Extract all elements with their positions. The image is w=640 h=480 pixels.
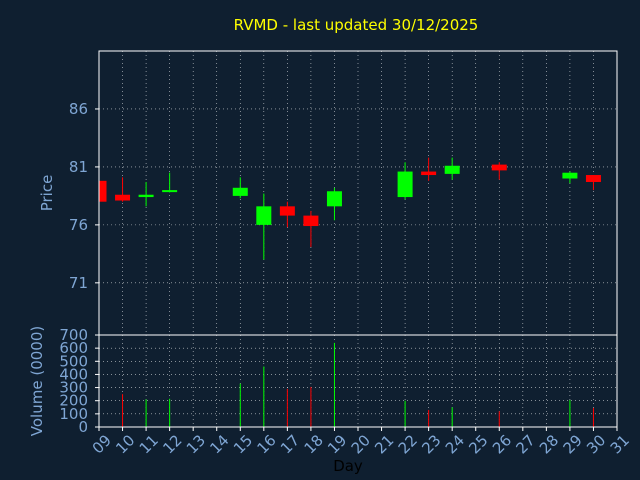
candle-body [397, 171, 413, 198]
price-candles [98, 157, 601, 260]
volume-tick-label: 100 [59, 405, 88, 423]
chart-title: RVMD - last updated 30/12/2025 [234, 16, 479, 34]
volume-bars [122, 342, 594, 427]
candle-body [256, 206, 272, 225]
day-axis-label: Day [333, 457, 363, 475]
price-y-ticks: 71 76 81 86 [69, 100, 99, 292]
volume-tick-label: 700 [59, 326, 88, 344]
volume-tick-label: 300 [59, 379, 88, 397]
candle-body [138, 194, 154, 198]
volume-tick-label: 400 [59, 365, 88, 383]
volume-axis-label: Volume (0000) [28, 326, 46, 436]
volume-tick-label: 200 [59, 392, 88, 410]
volume-tick-label: 500 [59, 352, 88, 370]
candle-body [99, 180, 107, 202]
volume-tick-label: 0 [78, 418, 88, 436]
candle-body [562, 172, 578, 179]
candle-body [279, 206, 295, 216]
price-tick-label: 71 [69, 274, 88, 292]
price-tick-label: 86 [69, 100, 88, 118]
candle-body [491, 164, 507, 171]
volume-tick-label: 600 [59, 339, 88, 357]
price-axis-label: Price [38, 175, 56, 212]
price-grid [99, 51, 617, 335]
price-tick-label: 76 [69, 216, 88, 234]
candle-body [303, 215, 319, 227]
candle-body [115, 194, 131, 201]
candle-body [162, 190, 178, 193]
price-tick-label: 81 [69, 158, 88, 176]
candle-body [421, 171, 437, 176]
candle-body [326, 191, 342, 207]
candle-body [585, 175, 601, 182]
candle-body [232, 187, 248, 196]
candle-body [444, 165, 460, 174]
